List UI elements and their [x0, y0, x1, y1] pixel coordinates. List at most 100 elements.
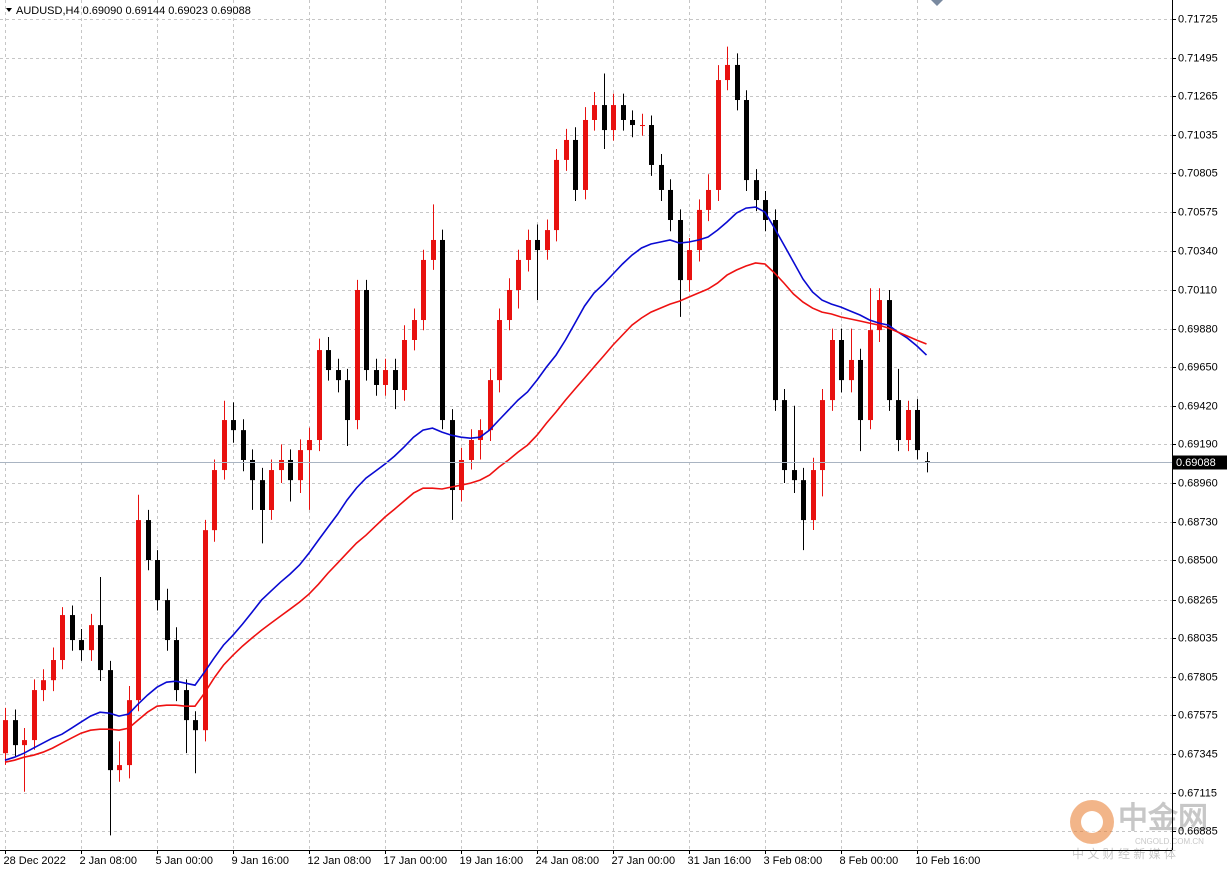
- x-tick-label: 3 Feb 08:00: [764, 855, 823, 867]
- y-tick-label: 0.71035: [1178, 129, 1218, 141]
- chart-title: AUDUSD,H4 0.69090 0.69144 0.69023 0.6908…: [16, 5, 251, 17]
- y-tick-label: 0.67115: [1178, 787, 1217, 799]
- candle-body: [108, 670, 113, 771]
- moving-average: [4, 262, 927, 763]
- candle-body: [117, 765, 122, 771]
- candle-body: [526, 239, 531, 260]
- candle-body: [858, 359, 863, 421]
- x-tick-label: 9 Jan 16:00: [232, 855, 290, 867]
- candle-body: [754, 180, 759, 201]
- candle-body: [288, 459, 293, 481]
- candle-body: [706, 189, 711, 210]
- candle-body: [412, 320, 417, 340]
- y-tick-label: 0.67345: [1178, 748, 1218, 760]
- y-tick-label: 0.69880: [1178, 323, 1218, 335]
- candle-body: [393, 370, 398, 391]
- candle-body: [735, 64, 740, 101]
- candle-body: [203, 530, 208, 731]
- candle-body: [554, 159, 559, 231]
- candle-body: [231, 420, 236, 431]
- candle-body: [184, 690, 189, 721]
- symbol-menu-icon[interactable]: [6, 8, 12, 12]
- candle-body: [402, 340, 407, 391]
- candle-body: [630, 119, 635, 126]
- y-tick-label: 0.70805: [1178, 167, 1218, 179]
- candle-body: [678, 220, 683, 281]
- candle-body: [744, 100, 749, 181]
- y-tick-label: 0.69420: [1178, 400, 1218, 412]
- candle-body: [421, 259, 426, 321]
- candle-body: [440, 239, 445, 421]
- candle-body: [516, 259, 521, 290]
- candle-body: [469, 440, 474, 460]
- candle-body: [773, 220, 778, 401]
- candle-body: [326, 350, 331, 371]
- candle-body: [345, 380, 350, 421]
- candle-body: [782, 400, 787, 471]
- candle-body: [839, 340, 844, 381]
- last-price-label: 0.69088: [1176, 457, 1216, 469]
- candle-body: [298, 450, 303, 481]
- candle-body: [450, 420, 455, 491]
- watermark-name: 中金网: [1118, 801, 1208, 835]
- y-tick-label: 0.69190: [1178, 438, 1218, 450]
- candle-body: [193, 720, 198, 731]
- candle-body: [640, 125, 645, 127]
- last-price-box: [1173, 455, 1227, 470]
- candle-body: [478, 430, 483, 441]
- candle-body: [659, 164, 664, 190]
- candle-body: [60, 615, 65, 661]
- watermark-tagline: 中 文 财 经 新 媒 体: [1072, 846, 1176, 861]
- candle-body: [915, 409, 920, 451]
- candle-body: [811, 470, 816, 521]
- candle-body: [127, 700, 132, 766]
- y-tick-label: 0.68035: [1178, 632, 1218, 644]
- candle-body: [887, 300, 892, 401]
- candle-body: [725, 64, 730, 81]
- candle-body: [906, 409, 911, 441]
- candle-body: [716, 80, 721, 190]
- shift-marker[interactable]: [931, 0, 943, 6]
- candle-body: [279, 459, 284, 471]
- candle-body: [260, 480, 265, 510]
- x-tick-label: 5 Jan 00:00: [156, 855, 214, 867]
- x-tick-label: 8 Feb 00:00: [840, 855, 899, 867]
- candle-body: [877, 300, 882, 331]
- y-tick-label: 0.70340: [1178, 245, 1218, 257]
- candle-body: [535, 239, 540, 251]
- candle-body: [22, 740, 27, 746]
- candle-body: [896, 400, 901, 441]
- candle-body: [820, 400, 825, 471]
- y-tick-label: 0.68265: [1178, 594, 1218, 606]
- candle-body: [241, 430, 246, 460]
- y-tick-label: 0.71725: [1178, 13, 1218, 25]
- candle-body: [830, 340, 835, 401]
- candle-body: [212, 470, 217, 531]
- candle-body: [583, 119, 588, 190]
- candle-body: [592, 105, 597, 120]
- candle-body: [136, 520, 141, 701]
- candle-body: [459, 459, 464, 491]
- y-tick-label: 0.71495: [1178, 52, 1218, 64]
- candle-body: [564, 139, 569, 160]
- x-tick-label: 27 Jan 00:00: [612, 855, 676, 867]
- candle-body: [668, 189, 673, 221]
- candle-body: [307, 440, 312, 451]
- candle-body: [41, 680, 46, 691]
- candle-body: [374, 370, 379, 385]
- y-tick-label: 0.67805: [1178, 671, 1218, 683]
- candle-body: [165, 600, 170, 641]
- y-tick-label: 0.71265: [1178, 90, 1218, 102]
- candle-body: [611, 105, 616, 131]
- plot: [0, 46, 1172, 836]
- candle-body: [89, 625, 94, 651]
- candle-body: [649, 125, 654, 165]
- candle-body: [497, 320, 502, 381]
- y-tick-label: 0.68500: [1178, 554, 1218, 566]
- x-tick-label: 2 Jan 08:00: [80, 855, 138, 867]
- candle-body: [801, 480, 806, 521]
- x-tick-label: 10 Feb 16:00: [916, 855, 981, 867]
- candle-body: [98, 625, 103, 671]
